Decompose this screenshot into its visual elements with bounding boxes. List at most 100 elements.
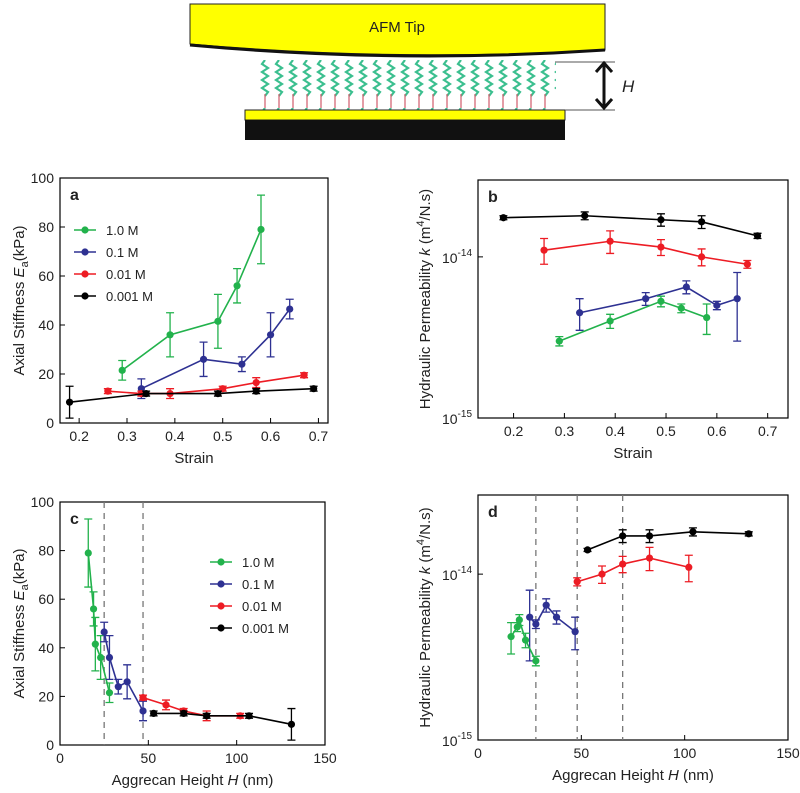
x-axis-label: Aggrecan Height H (nm) [552, 767, 714, 784]
legend-marker [217, 580, 225, 588]
data-point [286, 305, 294, 313]
y-axis-label: Axial Stiffness Ea(kPa) [11, 548, 31, 698]
data-point [150, 709, 158, 718]
y-tick-label: 20 [38, 688, 54, 704]
data-point [573, 578, 581, 586]
label-part: (m [417, 545, 434, 567]
data-point [252, 378, 260, 387]
legend-marker [217, 624, 225, 632]
y-tick-label: 60 [38, 591, 54, 607]
error-bar [733, 271, 742, 342]
legend-marker [81, 226, 89, 234]
data-point [555, 337, 563, 345]
label-part: Hydraulic Permeability [417, 256, 434, 409]
label-part: Strain [613, 445, 652, 462]
legend-label: 0.01 M [242, 599, 282, 614]
x-axis-label: Aggrecan Height H (nm) [112, 772, 274, 789]
x-tick-label: 100 [673, 745, 697, 761]
data-point [571, 628, 579, 636]
tip-label: AFM Tip [369, 19, 425, 36]
panel: c 0 50 100 150 0 20 40 60 80 100 Aggrecan Height H … [11, 494, 337, 789]
data-point [745, 530, 753, 538]
y-tick-label: 10-15 [442, 409, 472, 427]
y-tick-label: 40 [38, 317, 54, 333]
label-part: k [417, 247, 434, 256]
y-tick-label: 60 [38, 268, 54, 284]
label-part: Hydraulic Permeability [417, 574, 434, 727]
data-point [139, 694, 147, 702]
data-point [552, 613, 561, 621]
data-point [266, 331, 275, 339]
data-point [606, 317, 614, 325]
data-point [199, 355, 208, 363]
x-tick-label: 0.6 [707, 423, 727, 439]
label-part: a [19, 583, 31, 590]
tick-base: 10 [442, 250, 458, 266]
data-point [100, 628, 108, 636]
data-point [139, 707, 147, 715]
data-point [713, 301, 721, 309]
data-point [598, 570, 606, 578]
tick-base: 10 [442, 733, 458, 749]
panel-label: b [488, 189, 498, 206]
data-point [606, 237, 614, 245]
x-tick-label: 0.5 [213, 428, 233, 444]
tip-surface [189, 43, 606, 58]
data-point [698, 253, 706, 261]
aggrecan-brush [258, 60, 556, 110]
legend-label: 0.1 M [106, 245, 139, 260]
substrate-base [245, 120, 565, 140]
data-point [576, 309, 584, 317]
x-tick-label: 0.3 [117, 428, 137, 444]
data-point [645, 554, 654, 562]
label-part: /N.s) [417, 189, 434, 221]
data-point [515, 616, 523, 624]
y-tick-label: 10-15 [442, 731, 472, 749]
data-point [619, 560, 627, 568]
data-point [123, 678, 131, 686]
plot-frame [59, 177, 329, 424]
data-point [89, 605, 98, 613]
label-part: a [19, 260, 31, 267]
data-point [287, 720, 296, 728]
data-point [753, 232, 762, 240]
data-point [657, 297, 665, 305]
panel-label: d [488, 504, 498, 521]
y-axis-label: Axial Stiffness Ea(kPa) [11, 225, 31, 375]
data-point [118, 366, 126, 374]
data-point [657, 216, 665, 224]
x-tick-label: 0.6 [261, 428, 281, 444]
data-point [499, 214, 508, 222]
data-point [162, 701, 170, 709]
data-point [203, 712, 211, 720]
data-point [540, 246, 548, 254]
tick-exponent: -14 [458, 565, 473, 576]
data-point [542, 601, 550, 609]
schematic: AFM Tip H [189, 3, 635, 140]
tick-base: 10 [442, 567, 458, 583]
data-point [526, 613, 534, 621]
data-point [619, 532, 627, 540]
x-tick-label: 0.4 [605, 423, 625, 439]
legend-label: 0.1 M [242, 577, 275, 592]
data-point [214, 317, 222, 325]
legend-label: 0.001 M [242, 621, 289, 636]
plot-frame [59, 501, 326, 746]
series-line [587, 530, 749, 551]
data-point [677, 304, 685, 312]
legend-label: 1.0 M [106, 223, 139, 238]
series-line [543, 240, 748, 266]
data-point [532, 657, 540, 665]
series-line [503, 214, 758, 237]
data-point [300, 371, 308, 379]
legend-label: 0.001 M [106, 289, 153, 304]
x-tick-label: 150 [776, 745, 800, 761]
label-part: (nm) [238, 772, 273, 789]
data-point [252, 387, 260, 395]
x-tick-label: 0.4 [165, 428, 185, 444]
x-tick-label: 50 [574, 745, 590, 761]
data-point [104, 387, 112, 395]
label-part: Axial Stiffness [11, 277, 28, 375]
